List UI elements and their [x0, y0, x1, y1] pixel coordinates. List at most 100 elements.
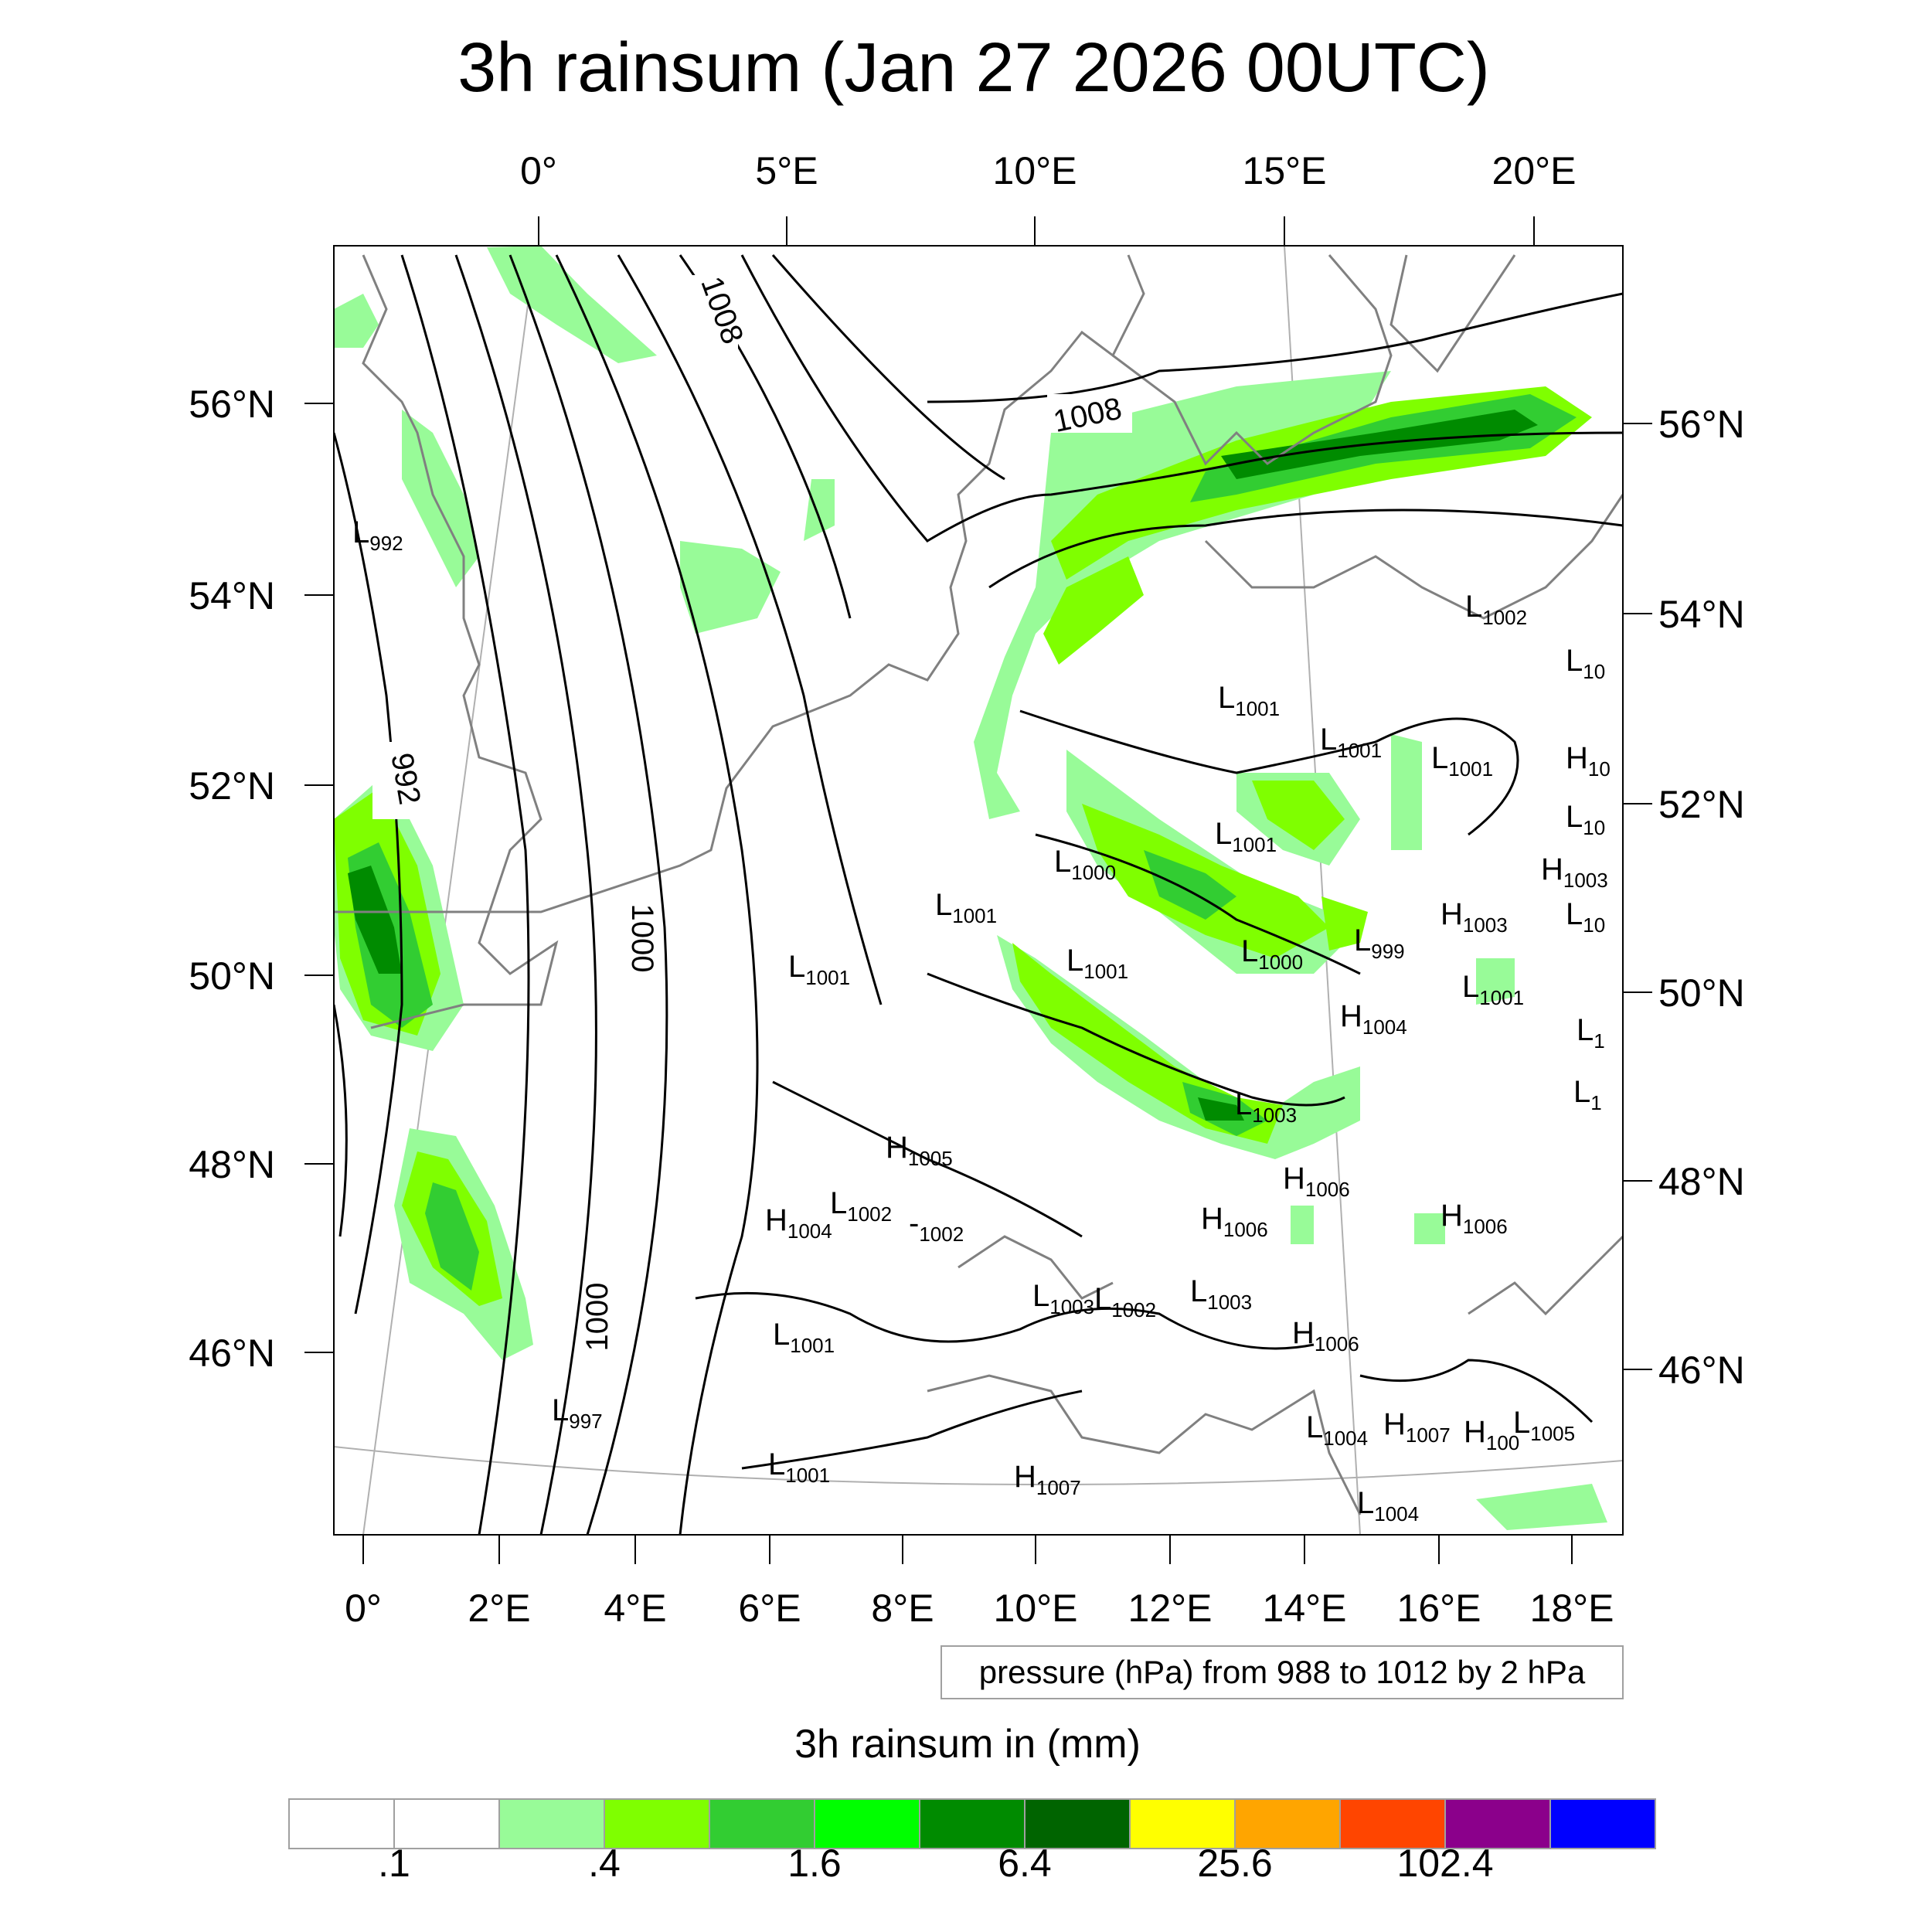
right-ticks [1623, 423, 1652, 1370]
low-center-label: L1003 [1235, 1087, 1297, 1127]
high-center-label: H1005 [886, 1131, 953, 1170]
isobar-label: 1000 [580, 1283, 614, 1352]
isobar-labels: 1008 1008 992 1000 1000 [372, 272, 1132, 1360]
colorbar-swatch [1549, 1798, 1656, 1849]
colorbar-label: 1.6 [787, 1842, 842, 1885]
high-center-label: H1006 [1440, 1199, 1508, 1238]
low-center-label: L1000 [1241, 934, 1303, 974]
low-center-label: L1001 [773, 1318, 835, 1357]
top-lon-label: 0° [520, 149, 557, 192]
colorbar-labels: .1 .4 1.6 6.4 25.6 102.4 [378, 1842, 1493, 1885]
colorbar-swatch [1024, 1798, 1131, 1849]
top-lon-label: 10°E [993, 149, 1077, 192]
left-lat-label: 50°N [189, 954, 275, 998]
low-center-label: L992 [352, 515, 403, 555]
high-center-label: H100 [1464, 1415, 1519, 1454]
left-lat-label: 54°N [189, 574, 275, 617]
high-center-label: H1006 [1283, 1162, 1350, 1201]
bottom-longitude-labels: 0° 2°E 4°E 6°E 8°E 10°E 12°E 14°E 16°E 1… [345, 1587, 1614, 1630]
bottom-lon-label: 2°E [468, 1587, 530, 1630]
right-lat-label: 56°N [1658, 403, 1745, 446]
low-center-label: L1001 [1218, 681, 1280, 720]
colorbar-swatch [393, 1798, 500, 1849]
colorbar-swatch [1339, 1798, 1446, 1849]
bottom-lon-label: 8°E [871, 1587, 934, 1630]
high-center-label: H1003 [1541, 852, 1608, 892]
top-lon-label: 5°E [755, 149, 818, 192]
colorbar-label: .4 [588, 1842, 621, 1885]
right-lat-label: 46°N [1658, 1349, 1745, 1392]
low-center-label: L1001 [1431, 741, 1493, 781]
bottom-lon-label: 10°E [994, 1587, 1078, 1630]
bottom-lon-label: 4°E [604, 1587, 666, 1630]
bottom-lon-label: 6°E [738, 1587, 801, 1630]
colorbar-swatch [1234, 1798, 1341, 1849]
coastlines [334, 254, 1623, 1515]
left-lat-label: 56°N [189, 383, 275, 426]
isobars [334, 254, 1623, 1535]
left-lat-label: 48°N [189, 1143, 275, 1186]
colorbar-label: .1 [378, 1842, 410, 1885]
low-center-label: L1001 [1320, 723, 1382, 762]
bottom-lon-label: 16°E [1397, 1587, 1481, 1630]
left-ticks [304, 403, 334, 1353]
high-center-label: H1004 [765, 1203, 832, 1243]
left-lat-label: 46°N [189, 1332, 275, 1375]
low-center-label: L997 [552, 1393, 603, 1433]
low-center-label: L10 [1566, 800, 1605, 839]
map-frame [333, 245, 1624, 1536]
high-center-label: H1007 [1014, 1460, 1081, 1499]
low-center-label: L1003 [1032, 1279, 1094, 1318]
colorbar-label: 102.4 [1396, 1842, 1493, 1885]
low-center-label: L1003 [1190, 1274, 1252, 1314]
right-lat-label: 52°N [1658, 783, 1745, 826]
left-lat-label: 52°N [189, 764, 275, 808]
top-lon-label: 15°E [1243, 149, 1327, 192]
right-lat-label: 50°N [1658, 971, 1745, 1015]
low-center-label: L1 [1577, 1013, 1605, 1053]
top-longitude-labels: 0° 5°E 10°E 15°E 20°E [520, 149, 1576, 192]
bottom-lon-label: 12°E [1128, 1587, 1213, 1630]
bottom-ticks [362, 1535, 1573, 1564]
graticule-parallel [334, 1446, 1623, 1486]
colorbar-swatch [1444, 1798, 1551, 1849]
low-center-label: L999 [1354, 923, 1405, 963]
bottom-lon-label: 0° [345, 1587, 382, 1630]
pressure-centers: L992 L1002 L10 L1001 L1001 L1001 H10 L10… [352, 515, 1611, 1526]
low-center-label: L1000 [1054, 845, 1116, 884]
left-latitude-labels: 56°N 54°N 52°N 50°N 48°N 46°N [189, 383, 275, 1375]
top-ticks [538, 216, 1535, 246]
low-center-label: L1002 [830, 1186, 892, 1226]
top-lon-label: 20°E [1492, 149, 1577, 192]
high-center-label: H1006 [1292, 1316, 1359, 1355]
colorbar-swatch [919, 1798, 1026, 1849]
map-area [304, 216, 1652, 1564]
low-center-label: L1002 [1094, 1282, 1156, 1321]
colorbar-swatch [288, 1798, 395, 1849]
low-center-label: L1001 [1215, 817, 1277, 856]
colorbar-label: 6.4 [998, 1842, 1052, 1885]
high-center-label: H1004 [1340, 999, 1407, 1039]
low-center-label: L1002 [1465, 590, 1527, 629]
colorbar [288, 1798, 1656, 1849]
low-center-label: L1001 [935, 888, 997, 927]
low-center-label: L1005 [1513, 1406, 1575, 1445]
pressure-legend-text: pressure (hPa) from 988 to 1012 by 2 hPa [979, 1654, 1586, 1690]
right-latitude-labels: 56°N 54°N 52°N 50°N 48°N 46°N [1658, 403, 1745, 1392]
pressure-legend-box [940, 1645, 1624, 1699]
bottom-lon-label: 18°E [1530, 1587, 1614, 1630]
right-lat-label: 54°N [1658, 593, 1745, 636]
low-center-label: L1001 [788, 950, 850, 989]
high-center-label: H10 [1566, 741, 1611, 781]
low-center-label: L10 [1566, 644, 1605, 683]
bottom-lon-label: 14°E [1263, 1587, 1347, 1630]
low-center-label: L1 [1573, 1075, 1602, 1114]
low-center-label: L1001 [1462, 970, 1524, 1009]
figure-title: 3h rainsum (Jan 27 2026 00UTC) [457, 29, 1490, 107]
high-center-label: H1007 [1383, 1407, 1451, 1447]
isobar-label: 1000 [625, 904, 659, 973]
colorbar-label: 25.6 [1197, 1842, 1272, 1885]
graticule-meridian [362, 246, 537, 1535]
right-lat-label: 48°N [1658, 1160, 1745, 1203]
